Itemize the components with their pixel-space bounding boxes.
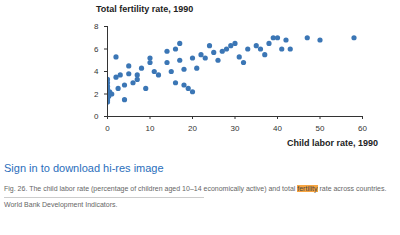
- html-text:World Bank Development Indicat: World Bank Development Indicators.: [4, 201, 118, 208]
- svg-text:40: 40: [273, 124, 282, 133]
- svg-text:10: 10: [146, 124, 155, 133]
- svg-text:30: 30: [231, 124, 240, 133]
- svg-text:4: 4: [94, 67, 99, 76]
- svg-text:50: 50: [316, 124, 325, 133]
- svg-text:6: 6: [94, 45, 99, 54]
- svg-text:0: 0: [105, 124, 110, 133]
- svg-text:20: 20: [188, 124, 197, 133]
- svg-text:2: 2: [94, 90, 99, 99]
- svg-text:60: 60: [358, 124, 367, 133]
- svg-text:0: 0: [94, 112, 99, 121]
- html-text:Child labor rate, 1990: Child labor rate, 1990: [287, 138, 378, 148]
- html-text:Fig. 26. The child labor rate: Fig. 26. The child labor rate (percentag…: [4, 185, 387, 192]
- html-text:Total fertility rate, 1990: Total fertility rate, 1990: [96, 4, 194, 14]
- html-text:Sign in to download hi-res ima: Sign in to download hi-res image: [4, 162, 164, 174]
- svg-text:8: 8: [94, 22, 99, 31]
